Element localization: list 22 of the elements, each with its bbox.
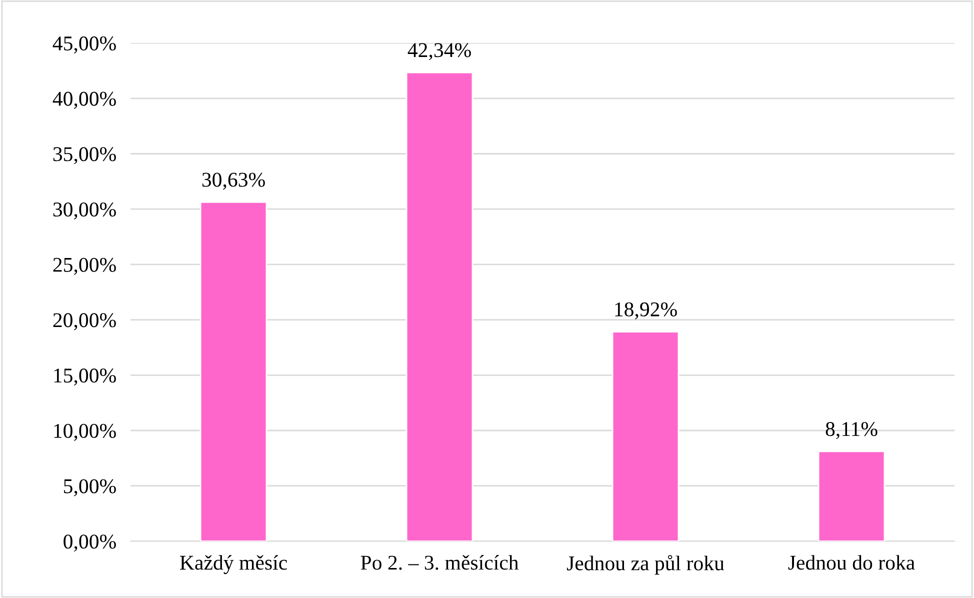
data-label: 18,92%	[615, 302, 677, 320]
y-tick-label: 5,00%	[64, 479, 116, 496]
x-tick-label: Každý měsíc	[180, 555, 287, 574]
x-tick-label: Po 2. – 3. měsících	[360, 555, 519, 570]
bar	[200, 201, 268, 542]
bar	[612, 331, 680, 542]
y-tick-label: 15,00%	[54, 368, 116, 386]
x-tick-label: Jednou za půl roku	[566, 555, 724, 575]
y-tick-label: 30,00%	[53, 202, 116, 220]
bar	[818, 450, 886, 542]
y-tick-label: 40,00%	[52, 92, 116, 109]
y-tick-label: 10,00%	[54, 424, 116, 441]
bar	[406, 72, 474, 542]
data-label: 8,11%	[826, 422, 878, 440]
y-tick-label: 35,00%	[53, 147, 116, 164]
y-tick-label: 45,00%	[52, 36, 116, 54]
y-tick-label: 25,00%	[53, 258, 116, 275]
y-tick-label: 20,00%	[53, 313, 116, 330]
y-tick-label: 0,00%	[64, 534, 116, 552]
data-label: 30,63%	[202, 172, 265, 190]
x-tick-label: Jednou do roka	[788, 555, 915, 570]
data-label: 42,34%	[408, 43, 471, 60]
